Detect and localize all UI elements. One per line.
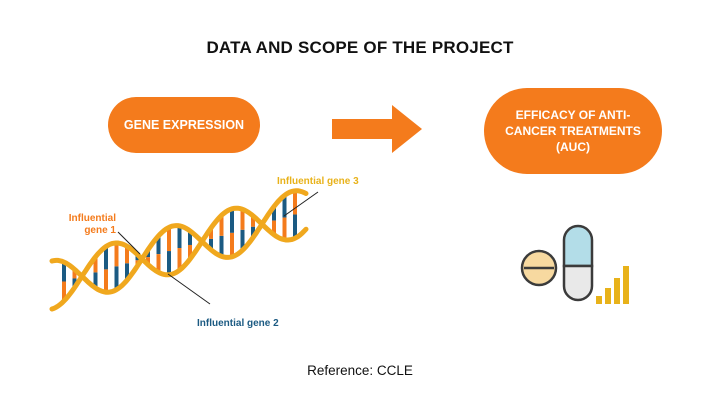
treatment-efficacy-box: EFFICACY OF ANTI- CANCER TREATMENTS (AUC… [484,88,662,174]
gene2-pointer-line [167,273,211,305]
dna-rungs [62,190,297,301]
influential-gene-1-label: Influential gene 1 [68,213,116,236]
dna-strand-b [49,205,309,312]
influential-gene-3-label: Influential gene 3 [277,176,359,187]
dna-strand-a [49,188,309,295]
page-title: DATA AND SCOPE OF THE PROJECT [206,38,514,57]
gene-expression-box: GENE EXPRESSION [108,97,260,153]
capsule-icon [562,224,594,302]
bar-chart-icon [596,266,629,304]
influential-gene-2-label: Influential gene 2 [197,318,279,329]
gene3-pointer-line [283,191,319,217]
arrow-right-icon [332,105,422,153]
gene1-pointer-line [117,231,141,255]
reference-text: Reference: CCLE [307,363,413,378]
pills-icon [520,224,629,304]
